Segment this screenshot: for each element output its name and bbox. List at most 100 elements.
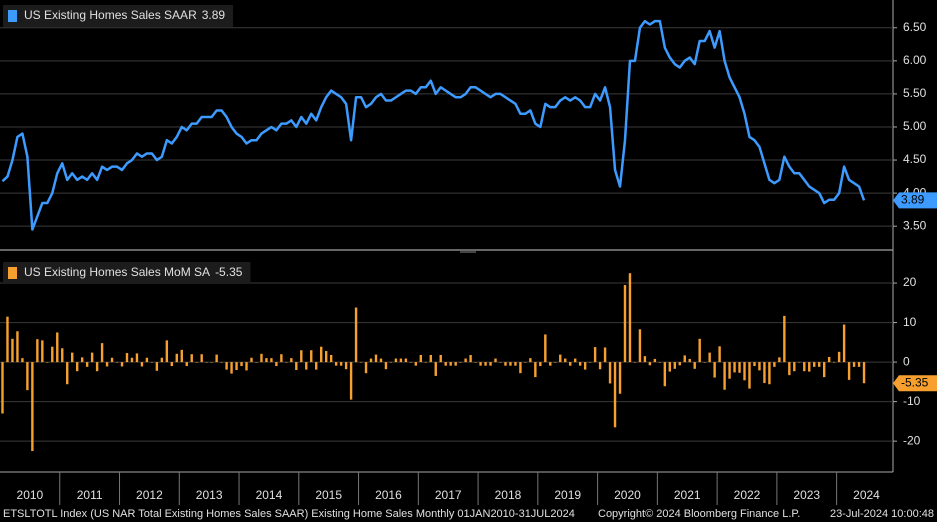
bar (120, 362, 124, 367)
bar (51, 346, 54, 363)
footer-copyright: Copyright© 2024 Bloomberg Finance L.P. (598, 508, 800, 520)
bar (364, 362, 368, 374)
bar (295, 362, 298, 371)
bar (85, 362, 89, 367)
bar (847, 362, 851, 380)
bar (260, 353, 263, 363)
bar (803, 362, 806, 372)
bar (643, 356, 647, 363)
bar (225, 362, 228, 370)
bar (75, 362, 79, 372)
bar (827, 356, 831, 363)
bar (813, 362, 816, 367)
bar (559, 354, 562, 363)
bar (66, 362, 69, 385)
bar (479, 362, 482, 366)
bar (394, 358, 398, 363)
bar (768, 362, 771, 385)
bar (504, 362, 507, 366)
bar (80, 357, 84, 363)
bar (190, 354, 193, 363)
x-tick-label: 2013 (196, 488, 223, 502)
bar (100, 343, 104, 363)
bar (439, 354, 442, 363)
y-tick-label: 6.00 (903, 53, 927, 67)
bar (653, 358, 657, 363)
bar (484, 362, 487, 366)
bar (773, 362, 776, 367)
x-tick-label: 2018 (495, 488, 522, 502)
bar (300, 350, 303, 363)
x-tick-label: 2020 (614, 488, 641, 502)
bar (554, 362, 557, 363)
bar (738, 362, 741, 373)
bar (753, 362, 756, 367)
bar (270, 358, 273, 363)
bar (748, 362, 751, 389)
bar (125, 353, 129, 363)
bar (683, 355, 686, 363)
bar (61, 348, 64, 363)
x-tick-label: 2022 (734, 488, 761, 502)
bar (842, 324, 846, 363)
y-tick-label: 5.00 (903, 119, 927, 133)
bar (459, 362, 462, 363)
bar (155, 362, 159, 371)
bar (185, 362, 188, 367)
bar (514, 362, 517, 366)
bar (708, 352, 711, 363)
bar (583, 362, 587, 370)
bar (778, 357, 781, 363)
bar (195, 362, 198, 363)
x-tick-label: 2015 (315, 488, 342, 502)
bar (524, 362, 527, 363)
x-tick-label: 2017 (435, 488, 462, 502)
y-tick-label: 6.50 (903, 20, 927, 34)
legend-value: 3.89 (202, 8, 226, 22)
bar (16, 331, 19, 363)
bar (783, 315, 786, 363)
legend: US Existing Homes Sales SAAR 3.89 (3, 5, 234, 27)
legend-swatch (8, 10, 17, 22)
bar (285, 362, 288, 363)
bar (449, 362, 452, 366)
bar (593, 347, 597, 363)
bar (220, 362, 223, 363)
bar (474, 362, 477, 363)
bar (280, 354, 283, 363)
bar (305, 362, 308, 370)
bar (494, 358, 497, 363)
bar (349, 362, 353, 400)
bar (603, 347, 607, 363)
bar (419, 354, 423, 363)
bar (837, 351, 841, 363)
x-tick-label: 2011 (77, 488, 103, 502)
bar (573, 358, 577, 363)
bar (678, 362, 681, 366)
bar (170, 362, 174, 367)
x-tick-label: 2019 (554, 488, 581, 502)
bar (389, 362, 393, 363)
bar (808, 362, 811, 372)
bar (818, 362, 821, 367)
bar (41, 340, 44, 363)
bar (135, 353, 139, 363)
y-tick-label: 10 (903, 315, 917, 329)
bar (638, 329, 642, 363)
bar (718, 346, 721, 363)
bar (618, 362, 622, 394)
bar (145, 357, 149, 363)
bar (578, 362, 582, 366)
legend-swatch (8, 267, 17, 279)
y-tick-label: -20 (903, 433, 921, 447)
bar (728, 362, 731, 379)
bar (544, 334, 547, 363)
bar (539, 362, 542, 367)
bar (334, 362, 338, 366)
bar (399, 358, 403, 363)
legend-value: -5.35 (215, 265, 243, 279)
bar (324, 351, 328, 363)
bar (374, 354, 378, 363)
